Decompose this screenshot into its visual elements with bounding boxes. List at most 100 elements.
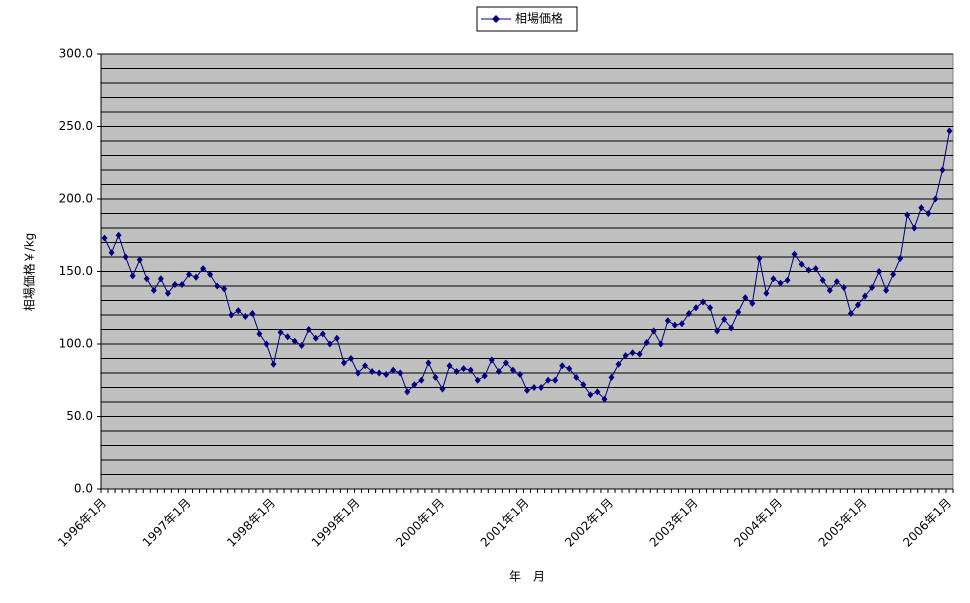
data-point (601, 395, 608, 403)
data-point (355, 369, 362, 377)
data-point (347, 355, 354, 362)
data-point (763, 289, 770, 297)
data-point (643, 339, 650, 347)
y-tick-label: 250.0 (59, 119, 93, 133)
data-point (481, 372, 488, 380)
data-point (714, 327, 721, 335)
data-point (207, 270, 214, 278)
data-point (925, 210, 932, 217)
y-tick-label: 300.0 (59, 47, 93, 61)
data-point (812, 265, 819, 273)
data-point (587, 391, 594, 399)
data-point (101, 234, 108, 242)
data-point (805, 266, 812, 274)
data-point (636, 350, 643, 358)
data-point (573, 373, 580, 381)
data-point (707, 304, 714, 312)
data-point (594, 388, 601, 396)
x-tick-label: 1999年1月 (309, 496, 363, 550)
data-point (305, 326, 312, 333)
data-point (650, 327, 657, 335)
data-point (777, 279, 784, 287)
data-point (545, 376, 552, 384)
data-point (235, 307, 242, 315)
y-tick-label: 150.0 (59, 264, 93, 278)
data-point (939, 166, 946, 174)
data-point (622, 352, 629, 360)
x-tick-label: 1996年1月 (55, 496, 109, 550)
data-point (580, 381, 587, 389)
data-point (164, 289, 171, 297)
data-point (312, 334, 319, 342)
legend-label: 相場価格 (515, 11, 563, 26)
data-point (214, 282, 221, 290)
data-point (770, 275, 777, 283)
data-point (369, 368, 376, 376)
data-point (362, 362, 369, 370)
data-point (692, 304, 699, 312)
data-point (467, 366, 474, 374)
data-point (178, 281, 185, 289)
y-tick-label: 100.0 (59, 337, 93, 351)
data-point (566, 365, 573, 373)
data-point (186, 270, 193, 278)
data-point (742, 294, 749, 302)
x-tick-label: 2001年1月 (478, 496, 532, 550)
data-point (298, 341, 305, 349)
data-point (559, 362, 566, 370)
data-point (228, 311, 235, 319)
data-point (904, 211, 911, 219)
data-point (404, 388, 411, 396)
data-point (911, 224, 918, 232)
y-tick-label: 0.0 (74, 482, 93, 496)
data-point (115, 231, 122, 239)
data-point (432, 373, 439, 381)
data-point (671, 321, 678, 329)
data-point (516, 370, 523, 378)
x-tick-label: 2002年1月 (562, 496, 616, 550)
data-point (200, 265, 207, 273)
data-point (249, 310, 256, 318)
data-point (876, 268, 883, 275)
data-point (390, 366, 397, 374)
data-point (826, 286, 833, 294)
data-point (411, 381, 418, 389)
data-point (664, 317, 671, 325)
data-point (425, 359, 432, 367)
data-point (284, 333, 291, 341)
data-point (749, 299, 756, 307)
data-point (171, 281, 178, 289)
y-axis-title: 相場価格￥/kg (22, 233, 37, 312)
x-tick-label: 2005年1月 (816, 496, 870, 550)
x-axis-title: 年 月 (509, 570, 545, 584)
data-point (735, 308, 742, 316)
data-point (657, 340, 664, 348)
data-point (439, 385, 446, 393)
data-point (833, 278, 840, 286)
x-tick-label: 1997年1月 (140, 496, 194, 550)
data-point (509, 366, 516, 374)
data-point (446, 362, 453, 370)
data-point (326, 340, 333, 348)
data-point (946, 127, 953, 135)
data-point (136, 256, 143, 264)
data-point (319, 330, 326, 338)
data-point (721, 315, 728, 323)
data-point (552, 376, 559, 384)
data-point (221, 285, 228, 293)
data-point (397, 369, 404, 377)
data-point (847, 310, 854, 318)
data-point (629, 349, 636, 357)
x-tick-label: 2003年1月 (647, 496, 701, 550)
data-point (108, 249, 115, 257)
data-point (143, 275, 150, 283)
data-point (277, 328, 284, 336)
data-point (756, 254, 763, 262)
data-point (897, 254, 904, 262)
x-tick-label: 1998年1月 (224, 496, 278, 550)
data-point (531, 384, 538, 391)
data-point (474, 376, 481, 384)
data-point (333, 334, 340, 342)
x-tick-label: 2000年1月 (393, 496, 447, 550)
